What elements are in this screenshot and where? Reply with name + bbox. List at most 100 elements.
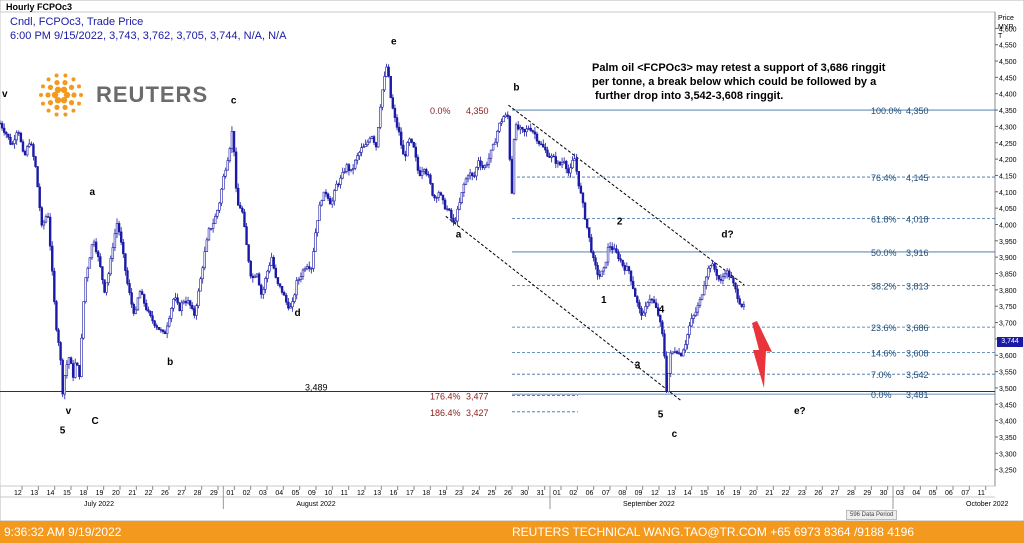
candle-body: [479, 160, 482, 166]
candle-body: [130, 292, 133, 305]
candle-body: [339, 177, 342, 185]
candle-body: [742, 304, 746, 307]
x-tick-label: 17: [406, 490, 414, 497]
y-tick-label: 4,000: [999, 222, 1017, 229]
candle-body: [203, 251, 206, 269]
candle-body: [673, 351, 677, 353]
candle-body: [431, 183, 434, 196]
candle-body: [34, 156, 37, 167]
candle-body: [349, 168, 353, 171]
candle-body: [640, 308, 643, 316]
candle-body: [55, 301, 58, 331]
candle-body: [356, 155, 359, 161]
candle-body: [514, 124, 518, 140]
candle-body: [71, 363, 75, 378]
candle-body: [113, 233, 117, 248]
extension-pct: 186.4%: [430, 408, 461, 418]
candle-body: [433, 195, 436, 199]
candle-body: [61, 359, 64, 395]
candle-body: [698, 299, 702, 306]
candle-body: [736, 288, 739, 300]
wave-label: b: [167, 357, 173, 368]
candle-body: [105, 282, 108, 293]
candle-body: [654, 302, 658, 308]
candle-body: [427, 173, 430, 176]
candle-body: [606, 246, 610, 263]
price-axis-title: Price MYR T: [998, 14, 1014, 41]
candle-body: [115, 223, 119, 234]
candle-body: [368, 138, 372, 143]
reuters-logo-text: REUTERS: [96, 82, 209, 107]
candle-body: [232, 130, 236, 153]
candle-body: [82, 301, 85, 339]
y-tick-label: 3,700: [999, 321, 1017, 328]
candle-body: [351, 168, 355, 170]
candle-body: [36, 166, 39, 188]
x-tick-label: 27: [177, 490, 185, 497]
candle-body: [397, 126, 401, 133]
candle-body: [615, 248, 618, 253]
extension-value: 3,427: [466, 408, 489, 418]
candle-body: [652, 299, 656, 304]
candle-body: [9, 136, 12, 145]
candle-body: [101, 266, 104, 281]
candle-body: [410, 138, 413, 143]
candle-body: [583, 202, 587, 220]
candle-body: [667, 373, 670, 393]
candle-body: [525, 128, 528, 133]
candle-body: [136, 297, 140, 311]
candle-body: [611, 246, 614, 251]
candle-body: [535, 133, 539, 142]
x-tick-label: 21: [765, 490, 773, 497]
y-tick-label: 4,500: [999, 59, 1017, 66]
candle-body: [308, 266, 311, 269]
candle-body: [168, 318, 171, 327]
candle-body: [439, 192, 443, 196]
y-tick-label: 3,250: [999, 468, 1017, 475]
candle-body: [385, 66, 388, 77]
y-tick-label: 3,800: [999, 288, 1017, 295]
logo-dot: [46, 77, 51, 82]
candle-body: [648, 298, 652, 303]
candle-body: [420, 171, 424, 176]
month-label: September 2022: [623, 501, 675, 508]
candle-body: [448, 208, 451, 211]
candle-body: [671, 351, 675, 354]
candle-body: [320, 200, 323, 206]
y-tick-label: 3,400: [999, 419, 1017, 426]
wave-label: d?: [721, 230, 733, 241]
wave-label: v: [2, 89, 8, 100]
y-tick-label: 4,250: [999, 141, 1017, 148]
x-tick-label: 07: [961, 490, 969, 497]
x-tick-label: 05: [292, 490, 300, 497]
candle-body: [688, 325, 691, 335]
candle-body: [360, 147, 363, 153]
candle-body: [149, 310, 152, 316]
candle-body: [51, 245, 54, 272]
y-tick-label: 4,300: [999, 124, 1017, 131]
candle-body: [370, 136, 374, 139]
logo-dot: [63, 91, 71, 99]
candle-body: [516, 124, 520, 130]
candle-body: [13, 139, 16, 145]
candle-body: [247, 244, 250, 262]
candle-body: [366, 141, 369, 145]
candle-body: [264, 278, 267, 290]
annotation-line-1: Palm oil <FCPOc3> may retest a support o…: [592, 62, 886, 74]
fib-level-value: 4,145: [906, 173, 929, 183]
candle-body: [730, 276, 733, 279]
down-arrow: [752, 321, 772, 388]
status-contact: REUTERS TECHNICAL WANG.TAO@TR.COM +65 69…: [512, 525, 914, 539]
annotation-line-3: further drop into 3,542-3,608 ringgit.: [592, 90, 784, 102]
candle-body: [592, 251, 595, 259]
candle-body: [581, 192, 585, 204]
candle-body: [389, 75, 392, 98]
x-tick-label: 29: [863, 490, 871, 497]
logo-dot: [54, 80, 60, 86]
candle-body: [318, 204, 321, 221]
candle-body: [608, 246, 612, 248]
candle-body: [251, 275, 255, 279]
candle-body: [63, 375, 66, 395]
candle-body: [249, 260, 252, 277]
